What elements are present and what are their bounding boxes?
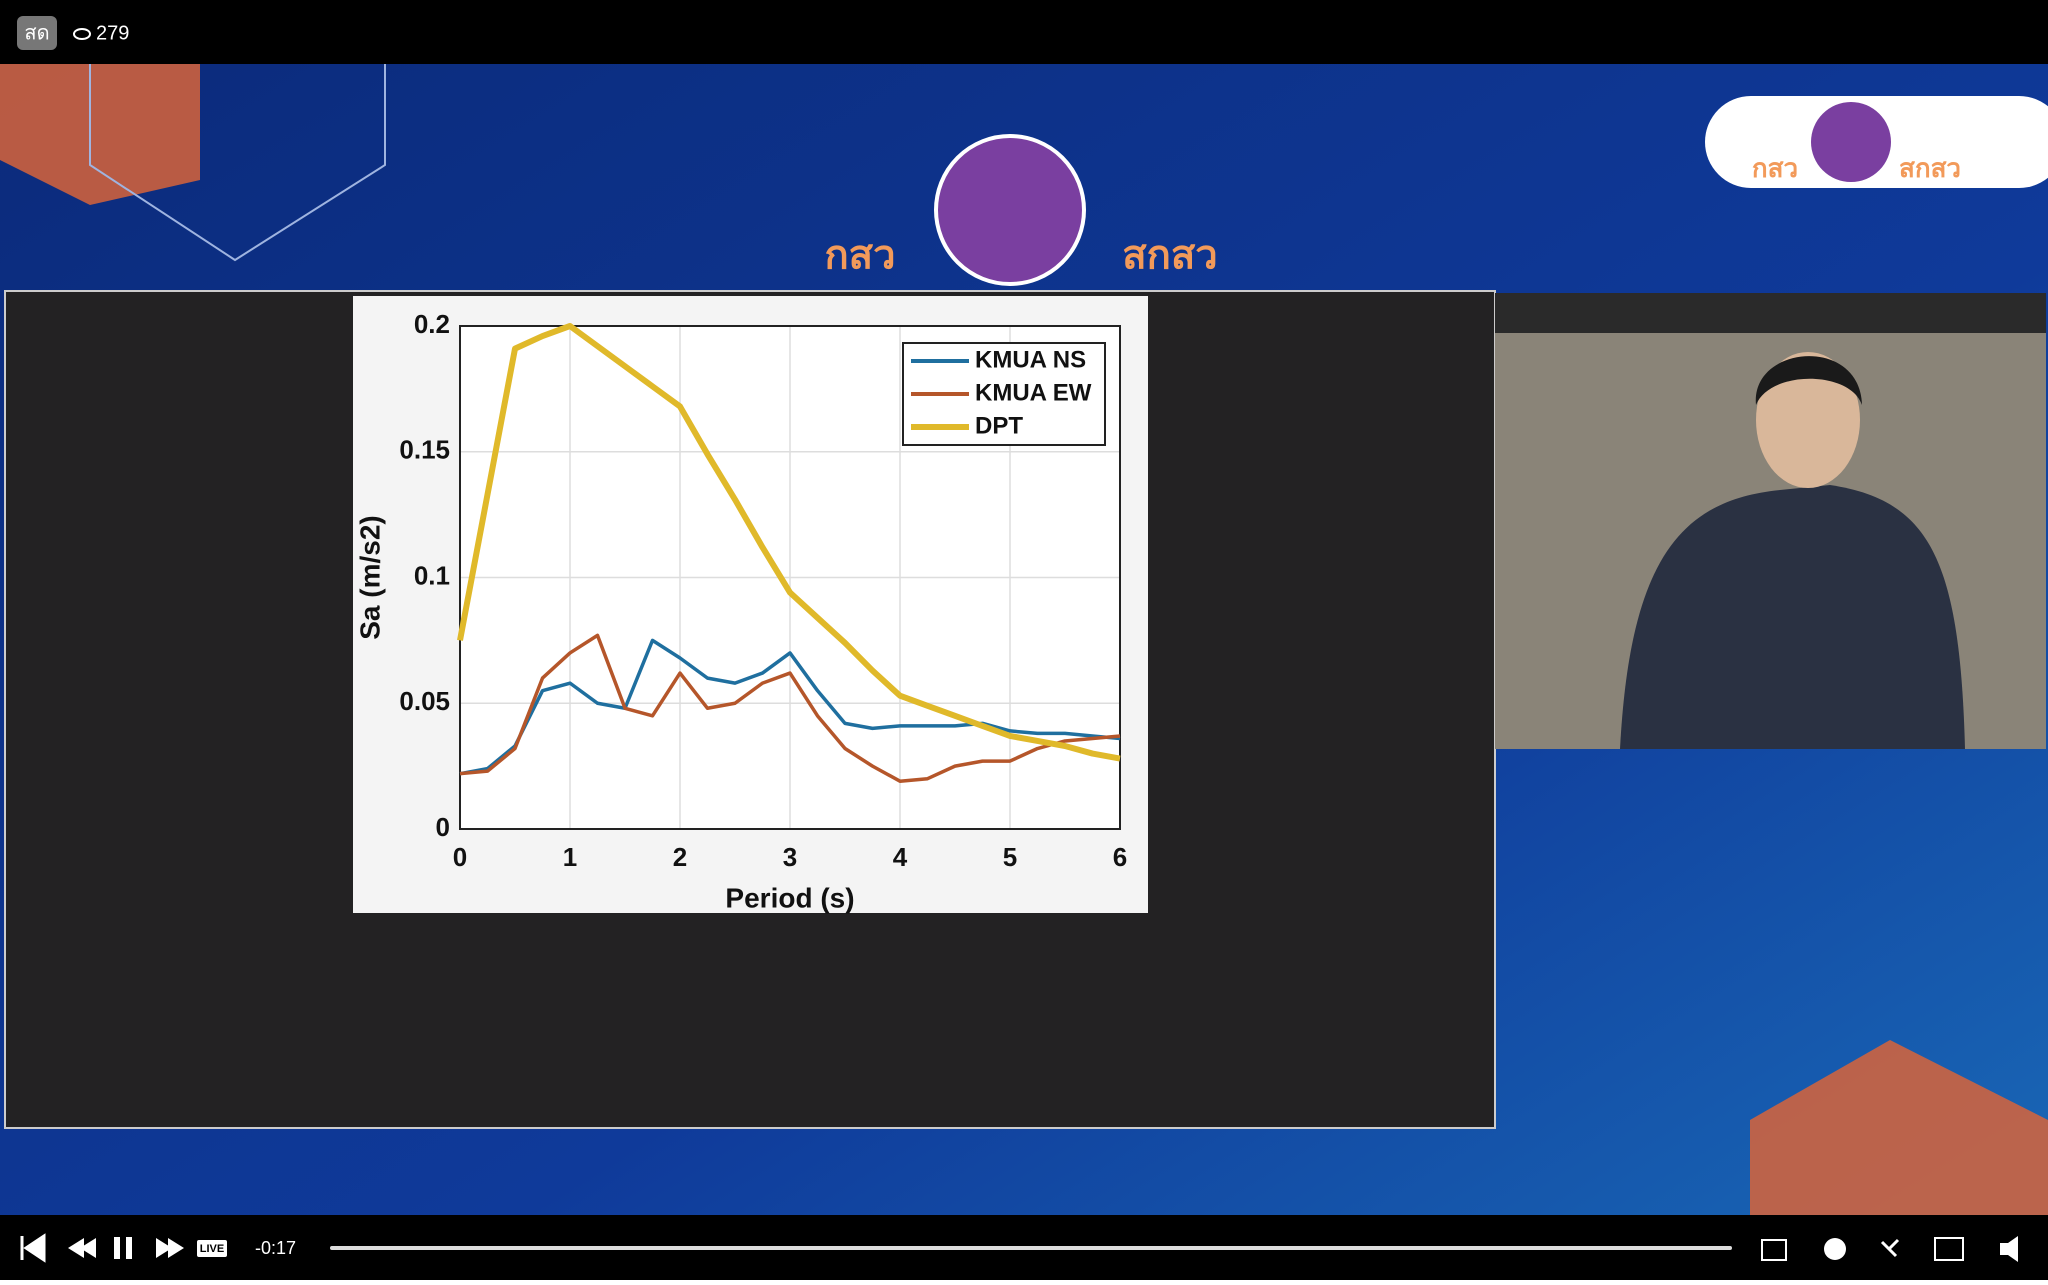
logo-text: กสว: [824, 234, 895, 278]
x-tick-label: 4: [893, 842, 908, 872]
progress-bar[interactable]: [330, 1246, 1732, 1250]
y-tick-label: 0.1: [414, 560, 450, 590]
viewers: 279: [96, 22, 129, 44]
forward-button[interactable]: [156, 1238, 184, 1258]
legend-label: DPT: [975, 412, 1023, 439]
y-tick-label: 0.05: [399, 686, 450, 716]
logo: [934, 134, 1086, 286]
volume-button[interactable]: [2000, 1236, 2018, 1262]
viewers-icon: [73, 28, 91, 40]
logo: [1811, 102, 1891, 182]
y-tick-label: 0.2: [414, 309, 450, 339]
series-line: [459, 638, 1121, 776]
live-label: LIVE: [200, 1243, 224, 1255]
top-bar: [0, 0, 2048, 64]
logo-text: สกสว: [1122, 234, 1218, 278]
series-line: [459, 633, 1121, 783]
decor: [89, 64, 386, 262]
clip-button[interactable]: [1761, 1239, 1787, 1261]
live-badge: [17, 16, 57, 50]
x-tick-label: 6: [1113, 842, 1127, 872]
x-axis-label: Period (s): [725, 882, 854, 913]
x-tick-label: 5: [1003, 842, 1017, 872]
logo-text: กสว: [1752, 153, 1798, 183]
rewind-button[interactable]: [68, 1238, 96, 1258]
y-tick-label: 0.15: [399, 435, 450, 465]
live-button[interactable]: [197, 1240, 227, 1257]
speaker-head: [1756, 352, 1860, 488]
y-tick-label: 0: [436, 812, 450, 842]
settings-button[interactable]: [1824, 1238, 1846, 1260]
legend-label: KMUA NS: [975, 346, 1086, 373]
time: -0:17: [255, 1238, 296, 1258]
decor: [0, 64, 200, 205]
series-line: [457, 323, 1121, 762]
logo-text: สกสว: [1899, 153, 1961, 183]
exit-fullscreen-button[interactable]: [1880, 1238, 1900, 1258]
x-tick-label: 0: [453, 842, 467, 872]
pause-button[interactable]: [114, 1237, 132, 1259]
speaker-hair: [1755, 356, 1862, 405]
legend-label: KMUA EW: [975, 379, 1092, 406]
chart: 0 1 2 3 4 5 6 0 0.05 0.1 0.15 0.2 Period (s) Sa (m/s2…: [354, 309, 1127, 914]
x-tick-label: 3: [783, 842, 797, 872]
decor: [1750, 1040, 2048, 1215]
live-badge-text: สด: [24, 22, 49, 44]
video-top: [1495, 293, 2046, 333]
skip-back-button[interactable]: [20, 1233, 46, 1263]
y-axis-label: Sa (m/s2): [354, 515, 385, 640]
axes-frame: [459, 325, 1121, 830]
pip-button[interactable]: [1934, 1237, 1964, 1261]
speaker: [1620, 485, 1965, 749]
x-tick-label: 2: [673, 842, 687, 872]
x-tick-label: 1: [563, 842, 577, 872]
